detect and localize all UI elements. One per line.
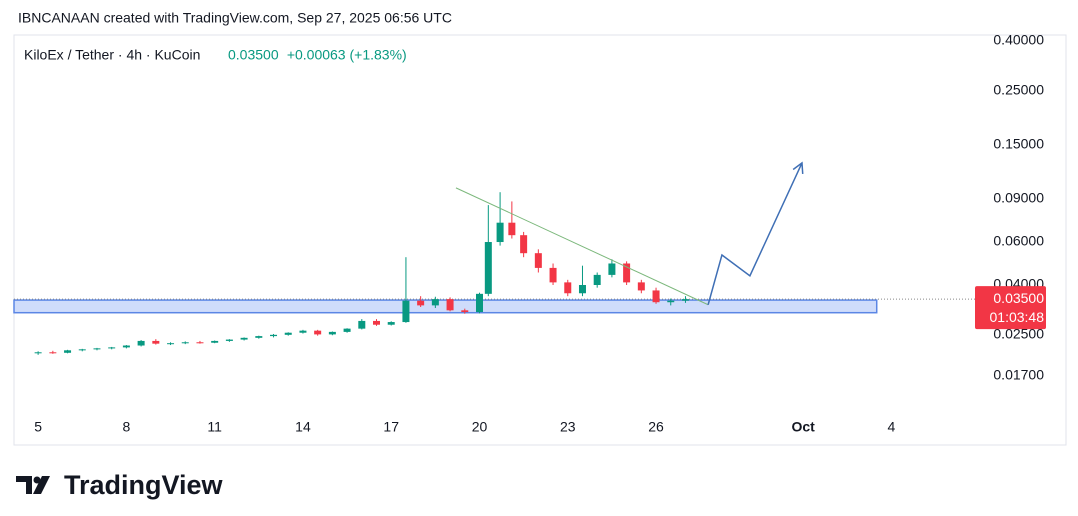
projection-path	[707, 162, 803, 305]
candle-body	[387, 322, 395, 325]
candle-body	[681, 299, 689, 301]
candle-body	[64, 350, 72, 353]
x-tick-label: 20	[472, 419, 488, 435]
y-tick-label: 0.15000	[993, 136, 1044, 152]
candle-body	[196, 342, 204, 344]
chart-frame	[13, 34, 1067, 446]
candle-body	[225, 339, 233, 341]
candle-body	[314, 330, 322, 335]
x-tick-label: 4	[888, 419, 896, 435]
brand: TradingView	[64, 470, 224, 500]
candle-body	[284, 332, 292, 335]
candle-body	[402, 300, 410, 323]
candle-body	[578, 284, 586, 294]
y-tick-label: 0.09000	[993, 190, 1044, 206]
candle-body	[637, 282, 645, 291]
candle-body	[475, 293, 483, 313]
candle-body	[417, 300, 425, 306]
projection-arrowhead	[792, 161, 804, 174]
countdown: 01:03:48	[990, 309, 1045, 325]
candle-body	[152, 340, 160, 344]
y-tick-label: 0.25000	[993, 81, 1044, 97]
candle-body	[270, 334, 278, 337]
support-zone	[13, 299, 878, 314]
x-tick-label: 8	[123, 419, 131, 435]
candle-body	[299, 330, 307, 333]
candle-body	[623, 263, 631, 283]
y-tick-label: 0.01700	[993, 366, 1044, 382]
candle-body	[508, 222, 516, 236]
candle-body	[93, 348, 101, 350]
candle-body	[108, 347, 116, 349]
close-price: 0.03500	[228, 47, 279, 63]
x-tick-label: 5	[34, 419, 42, 435]
last-price-box	[975, 286, 1046, 330]
x-tick-label: 11	[207, 419, 222, 435]
candle-body	[343, 328, 351, 332]
candle-body	[211, 340, 219, 343]
price-change: +0.00063 (+1.83%)	[287, 47, 407, 63]
candle-body	[431, 299, 439, 306]
x-tick-label: 23	[560, 419, 576, 435]
y-tick-label: 0.40000	[993, 32, 1044, 48]
trendline	[455, 187, 709, 306]
candle-body	[122, 345, 130, 348]
symbol: KiloEx / Tether · 4h · KuCoin	[24, 47, 200, 63]
x-tick-label: 14	[295, 419, 311, 435]
y-tick-label: 0.02500	[993, 326, 1044, 342]
candle-body	[78, 349, 86, 351]
candle-body	[49, 352, 57, 354]
candle-body	[667, 300, 675, 303]
x-tick-label: 17	[383, 419, 399, 435]
candle-body	[34, 352, 42, 354]
candle-body	[137, 340, 145, 346]
candle-body	[255, 336, 263, 338]
candle-body	[167, 343, 175, 345]
candle-body	[358, 320, 366, 329]
candle-body	[461, 310, 469, 313]
candle-body	[534, 253, 542, 268]
candle-body	[240, 337, 248, 340]
candle-body	[652, 290, 660, 303]
brand-logo	[16, 476, 50, 494]
candle-body	[593, 274, 601, 285]
candle-body	[549, 267, 557, 283]
y-tick-label: 0.06000	[993, 233, 1044, 249]
candle-body	[328, 331, 336, 335]
candle-body	[496, 222, 504, 243]
attribution: IBNCANAAN created with TradingView.com, …	[18, 10, 452, 26]
plot	[13, 161, 975, 355]
last-price-label: 0.03500	[993, 290, 1044, 306]
x-tick-label: Oct	[791, 419, 815, 435]
x-tick-label: 26	[648, 419, 664, 435]
candle-body	[181, 342, 189, 344]
candle-body	[520, 235, 528, 254]
candle-body	[373, 320, 381, 325]
candle-body	[484, 242, 492, 294]
candle-body	[608, 263, 616, 275]
candle-body	[564, 282, 572, 294]
candle-body	[446, 299, 454, 311]
